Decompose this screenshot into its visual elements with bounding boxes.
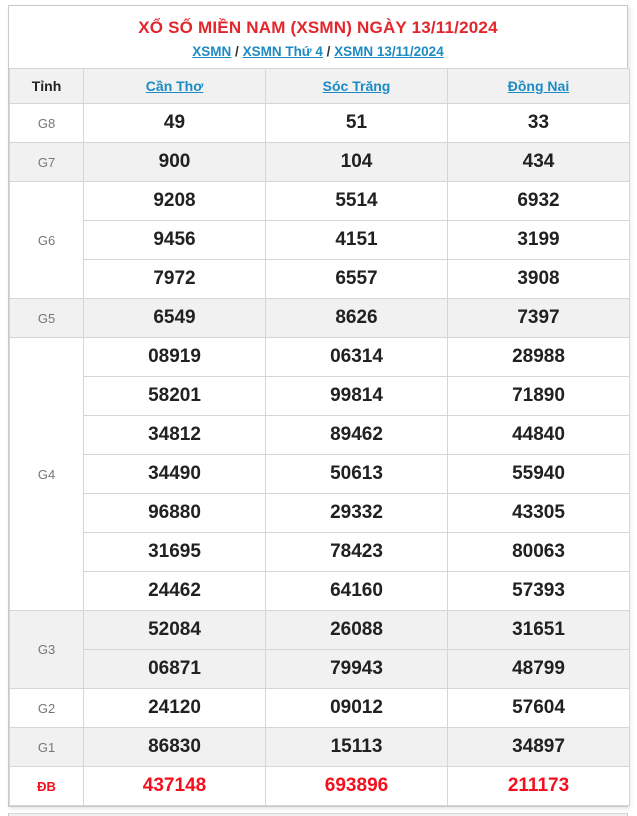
breadcrumb-link-1[interactable]: XSMN Thứ 4 — [242, 44, 323, 59]
prize-group-label: G1 — [9, 727, 84, 767]
table-row: G4 08919 06314 28988 — [9, 337, 630, 611]
table-row: 96880 29332 43305 — [10, 493, 630, 533]
province-column-header: Tỉnh — [9, 68, 84, 104]
result-number: 29332 — [265, 493, 448, 533]
result-number: 3199 — [447, 220, 630, 260]
table-row: 7972 6557 3908 — [10, 259, 630, 299]
result-number: 6932 — [447, 181, 630, 221]
header-soc-trang: Sóc Trăng — [265, 68, 448, 104]
result-number: 79943 — [265, 649, 448, 689]
result-number: 28988 — [447, 337, 630, 377]
table-row: ĐB 437148 693896 211173 — [9, 766, 630, 806]
result-number: 5514 — [265, 181, 448, 221]
table-header-row: Tỉnh Cần Thơ Sóc Trăng Đồng Nai — [9, 68, 630, 104]
result-number: 31695 — [83, 532, 266, 572]
breadcrumb-link-2[interactable]: XSMN 13/11/2024 — [334, 44, 444, 59]
province-link-soc-trang[interactable]: Sóc Trăng — [322, 78, 391, 94]
result-number: 33 — [447, 103, 630, 143]
table-row: 31695 78423 80063 — [10, 532, 630, 572]
result-number: 8626 — [265, 298, 448, 338]
result-number: 34897 — [447, 727, 630, 767]
result-number: 55940 — [447, 454, 630, 494]
prize-group-label: G8 — [9, 103, 84, 143]
result-number: 58201 — [83, 376, 266, 416]
prize-group-label: ĐB — [9, 766, 84, 806]
result-number: 6549 — [83, 298, 266, 338]
result-number: 78423 — [265, 532, 448, 572]
table-row: G5 6549 8626 7397 — [9, 298, 630, 338]
result-number: 24462 — [83, 571, 266, 611]
result-number: 437148 — [83, 766, 266, 806]
result-number: 80063 — [447, 532, 630, 572]
result-number: 51 — [265, 103, 448, 143]
result-number: 99814 — [265, 376, 448, 416]
result-number: 15113 — [265, 727, 448, 767]
result-number: 06871 — [83, 649, 266, 689]
result-number: 434 — [447, 142, 630, 182]
result-number: 900 — [83, 142, 266, 182]
result-number: 71890 — [447, 376, 630, 416]
table-row: G8 49 51 33 — [9, 103, 630, 143]
breadcrumb-separator: / — [231, 44, 243, 59]
result-number: 06314 — [265, 337, 448, 377]
table-row: 9456 4151 3199 — [10, 220, 630, 260]
table-row: G2 24120 09012 57604 — [9, 688, 630, 728]
breadcrumb-separator: / — [322, 44, 335, 59]
province-link-can-tho[interactable]: Cần Thơ — [145, 78, 204, 94]
result-number: 26088 — [265, 610, 448, 650]
result-number: 89462 — [265, 415, 448, 455]
table-row: 58201 99814 71890 — [10, 376, 630, 416]
result-number: 6557 — [265, 259, 448, 299]
result-number: 3908 — [447, 259, 630, 299]
result-number: 96880 — [83, 493, 266, 533]
result-number: 693896 — [265, 766, 448, 806]
table-row: 34812 89462 44840 — [10, 415, 630, 455]
prize-group-label: G5 — [9, 298, 84, 338]
table-row: G3 52084 26088 31651 — [9, 610, 630, 689]
breadcrumb-link-0[interactable]: XSMN — [192, 44, 232, 59]
result-number: 24120 — [83, 688, 266, 728]
result-number: 7397 — [447, 298, 630, 338]
prize-group-label: G4 — [9, 337, 84, 611]
result-number: 9456 — [83, 220, 266, 260]
result-number: 57604 — [447, 688, 630, 728]
results-table: Tỉnh Cần Thơ Sóc Trăng Đồng Nai G8 49 51 33… — [9, 68, 630, 806]
table-row: 34490 50613 55940 — [10, 454, 630, 494]
header-can-tho: Cần Thơ — [83, 68, 266, 104]
prize-group-label: G6 — [9, 181, 84, 299]
result-number: 50613 — [265, 454, 448, 494]
result-number: 34812 — [83, 415, 266, 455]
header-dong-nai: Đồng Nai — [447, 68, 630, 104]
result-number: 9208 — [83, 181, 266, 221]
prize-group-label: G7 — [9, 142, 84, 182]
table-row: G7 900 104 434 — [9, 142, 630, 182]
result-number: 48799 — [447, 649, 630, 689]
table-row: 24462 64160 57393 — [10, 571, 630, 611]
result-number: 57393 — [447, 571, 630, 611]
result-number: 09012 — [265, 688, 448, 728]
result-number: 64160 — [265, 571, 448, 611]
table-row: 06871 79943 48799 — [10, 649, 630, 689]
breadcrumb: XSMN / XSMN Thứ 4 / XSMN 13/11/2024 — [9, 40, 627, 68]
result-number: 86830 — [83, 727, 266, 767]
result-number: 49 — [83, 103, 266, 143]
result-number: 104 — [265, 142, 448, 182]
result-number: 52084 — [83, 610, 266, 650]
lottery-results-card: XỔ SỐ MIỀN NAM (XSMN) NGÀY 13/11/2024 XS… — [8, 5, 630, 807]
result-number: 34490 — [83, 454, 266, 494]
result-number: 4151 — [265, 220, 448, 260]
prize-group-label: G3 — [9, 610, 84, 689]
results-table-body: G8 49 51 33 G7 900 104 434 G6 9208 5514 6932 9456 415… — [9, 103, 630, 806]
result-number: 31651 — [447, 610, 630, 650]
table-row: G1 86830 15113 34897 — [9, 727, 630, 767]
result-number: 7972 — [83, 259, 266, 299]
result-number: 43305 — [447, 493, 630, 533]
result-number: 44840 — [447, 415, 630, 455]
page-title: XỔ SỐ MIỀN NAM (XSMN) NGÀY 13/11/2024 — [138, 18, 498, 37]
result-number: 08919 — [83, 337, 266, 377]
prize-group-label: G2 — [9, 688, 84, 728]
province-link-dong-nai[interactable]: Đồng Nai — [507, 78, 570, 94]
table-row: G6 9208 5514 6932 — [9, 181, 630, 299]
result-number: 211173 — [447, 766, 630, 806]
